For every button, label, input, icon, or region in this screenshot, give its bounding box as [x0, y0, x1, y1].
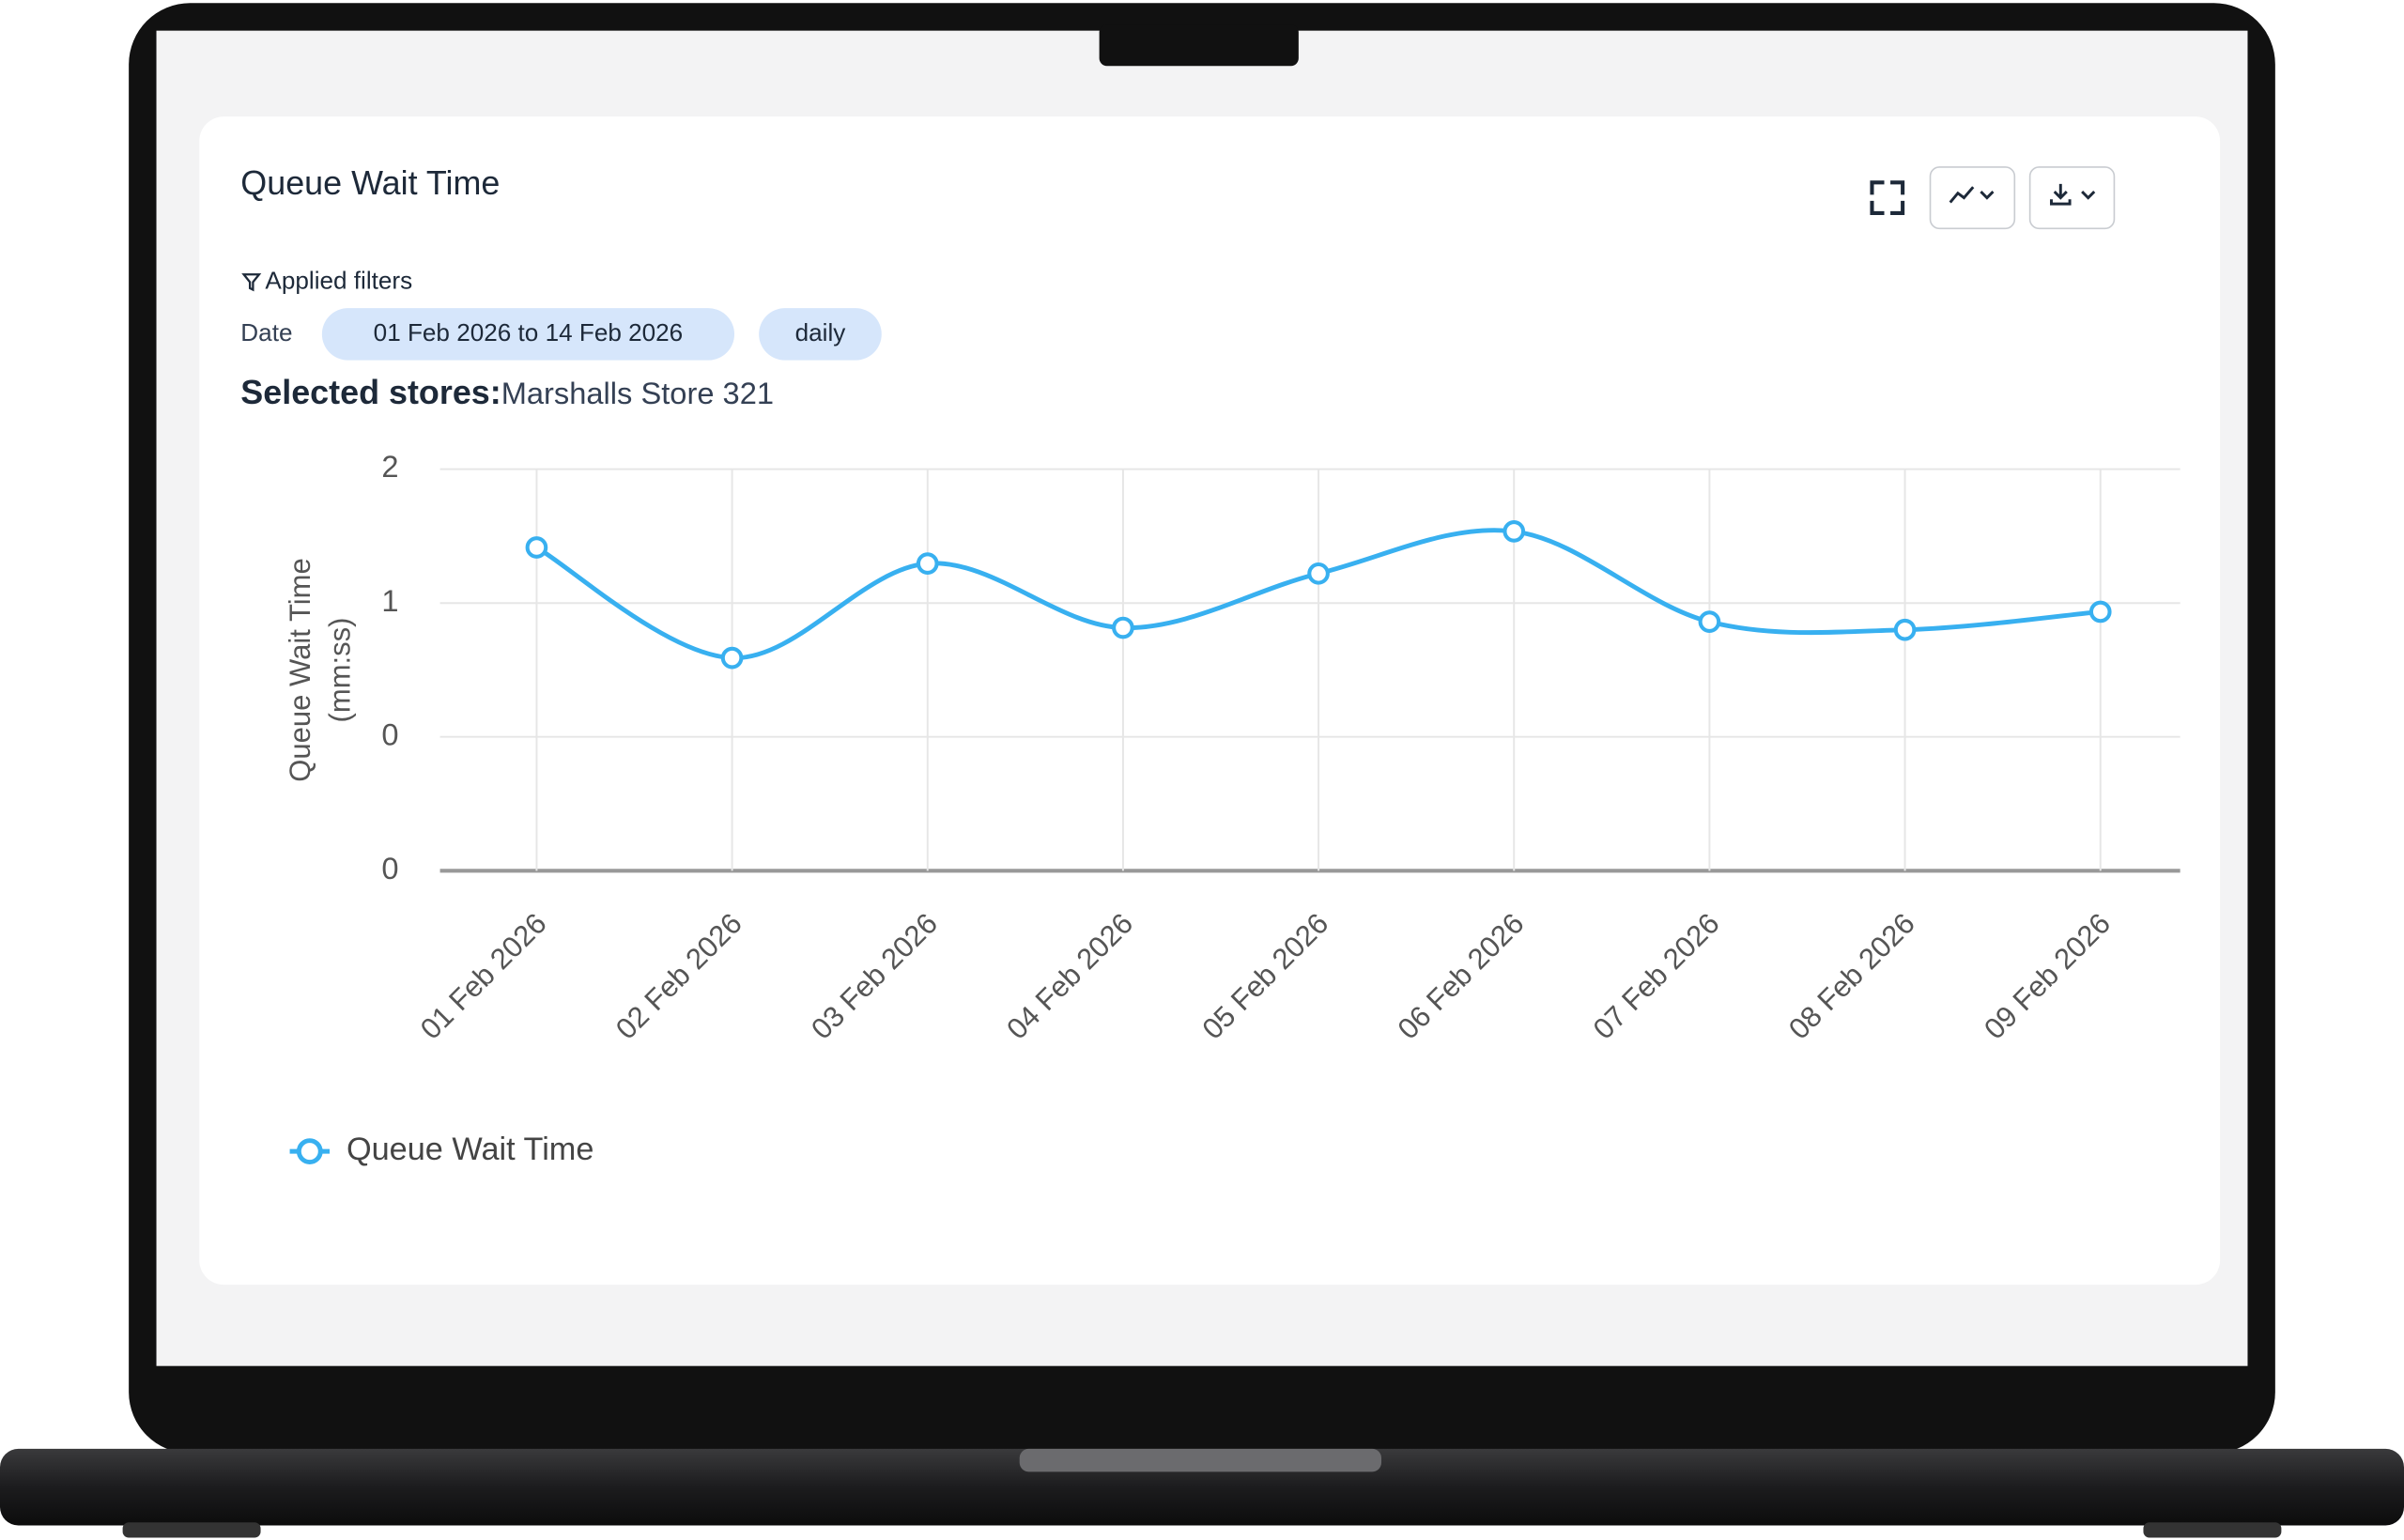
data-point — [1307, 562, 1330, 585]
date-chip-text: 01 Feb 2026 to 14 Feb 2026 — [374, 318, 684, 346]
filters-label: Applied filters — [265, 266, 412, 294]
data-point — [1502, 520, 1526, 543]
laptop-base — [0, 1448, 2404, 1526]
download-button[interactable] — [2028, 166, 2116, 230]
chart-type-button[interactable] — [1929, 166, 2016, 230]
y-tick-label: 1 — [381, 583, 398, 618]
foot — [122, 1522, 261, 1538]
data-point — [720, 646, 744, 670]
date-label: Date — [240, 318, 292, 346]
fullscreen-button[interactable] — [1870, 180, 1905, 215]
stores-line: Selected stores:Marshalls Store 321 — [240, 374, 774, 412]
legend-marker — [296, 1138, 323, 1164]
card-title: Queue Wait Time — [240, 163, 500, 202]
data-point — [1893, 618, 1917, 641]
date-chip — [321, 308, 735, 361]
stores-value: Marshalls Store 321 — [501, 376, 774, 410]
y-axis-label: Queue Wait Time — [284, 558, 316, 781]
granularity-chip-text: daily — [795, 318, 846, 346]
stores-label: Selected stores: — [240, 374, 501, 412]
data-point — [2088, 600, 2112, 624]
trackpad-notch — [1019, 1448, 1382, 1472]
data-point — [1112, 616, 1134, 639]
y-tick-label: 2 — [381, 449, 398, 484]
filter-icon — [241, 273, 262, 292]
chart-card — [199, 116, 2221, 1286]
legend-label: Queue Wait Time — [347, 1132, 593, 1167]
camera-notch — [1099, 24, 1299, 67]
y-tick-label: 0 — [381, 851, 398, 886]
foot — [2143, 1522, 2282, 1538]
granularity-chip — [759, 308, 882, 361]
y-tick-label: 0 — [381, 716, 398, 751]
data-point — [1698, 610, 1721, 633]
y-axis-label: (mm:ss) — [323, 617, 356, 722]
data-point — [525, 536, 548, 559]
data-point — [916, 552, 939, 575]
